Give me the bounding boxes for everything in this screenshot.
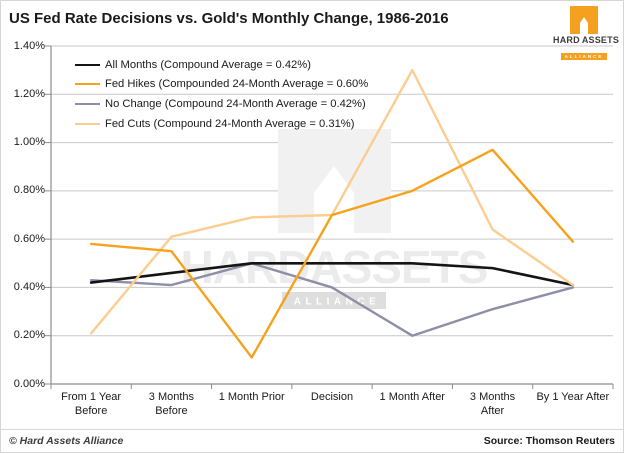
legend-swatch (75, 83, 100, 86)
y-axis-label: 0.60% (13, 232, 45, 245)
x-axis-label: By 1 Year After (536, 391, 610, 403)
x-axis-labels: From 1 Year Before 3 Months Before 1 Month… (51, 390, 613, 419)
logo-word-assets: ASSETS (581, 35, 620, 45)
hard-assets-logo: HARD ASSETS ALLIANCE (552, 6, 619, 63)
legend-item-fed-hikes: Fed Hikes (Compounded 24-Month Average =… (75, 75, 368, 95)
x-axis-label: 1 Month After (379, 391, 445, 403)
y-axis-label: 0.20% (13, 329, 45, 342)
legend-label: Fed Hikes (Compounded 24-Month Average =… (105, 78, 369, 91)
logo-alliance-banner: ALLIANCE (560, 52, 608, 60)
legend-swatch (75, 122, 100, 125)
y-axis-label: 0.80% (13, 184, 45, 197)
x-axis-label: Decision (310, 391, 354, 403)
y-axis-label: 1.00% (13, 136, 45, 149)
legend-swatch (75, 63, 100, 66)
legend-item-no-change: No Change (Compound 24-Month Average = 0… (75, 94, 368, 114)
x-axis-label: From 1 Year Before (61, 391, 122, 418)
logo-wordmark: HARD ASSETS (552, 35, 619, 45)
y-axis-label: 1.40% (13, 39, 45, 52)
y-axis-label: 0.00% (13, 377, 45, 390)
watermark-banner-text: ALLIANCE (294, 297, 381, 308)
series-line-all-months (89, 261, 575, 287)
legend-label: No Change (Compound 24-Month Average = 0… (105, 97, 366, 110)
footer-copyright: © Hard Assets Alliance (9, 435, 124, 447)
x-axis-label: 1 Month Prior (218, 391, 285, 403)
series-line-fed-hikes (89, 148, 575, 359)
footer-divider (1, 429, 624, 430)
x-axis-label: 3 Months Before (148, 391, 195, 418)
chart-legend: All Months (Compound Average = 0.42%) Fed… (75, 55, 368, 133)
footer-source: Source: Thomson Reuters (483, 435, 615, 447)
legend-label: Fed Cuts (Compound 24-Month Average = 0.… (105, 117, 355, 130)
legend-item-fed-cuts: Fed Cuts (Compound 24-Month Average = 0.… (75, 114, 368, 134)
x-axis-label: 3 Months After (469, 391, 516, 418)
y-axis-label: 0.40% (13, 280, 45, 293)
series-line-no-change (89, 262, 575, 337)
chart-title: US Fed Rate Decisions vs. Gold's Monthly… (9, 10, 449, 27)
legend-swatch (75, 102, 100, 105)
watermark-text: HARDASSETS (181, 241, 488, 293)
logo-word-hard: HARD (553, 35, 580, 45)
legend-item-all-months: All Months (Compound Average = 0.42%) (75, 55, 368, 75)
hard-assets-logo-mark-icon (570, 6, 598, 34)
y-axis-label: 1.20% (13, 87, 45, 100)
legend-label: All Months (Compound Average = 0.42%) (105, 58, 311, 71)
